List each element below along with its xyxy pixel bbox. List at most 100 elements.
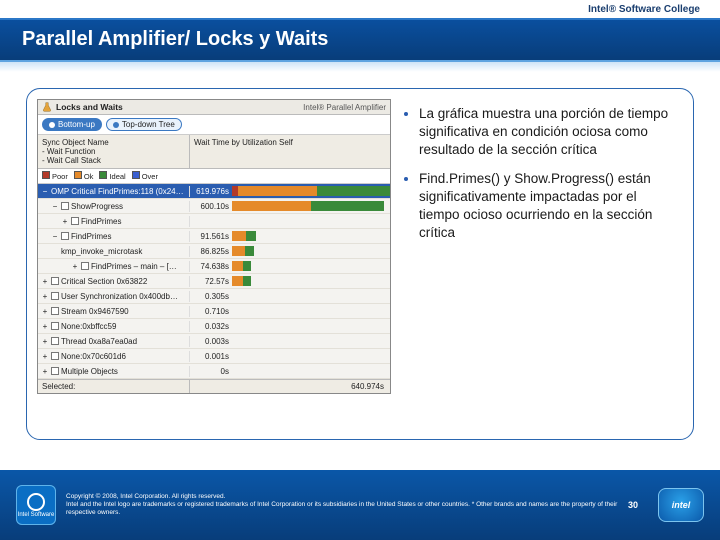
table-row[interactable]: + User Synchronization 0x400db… 0.305s [38,289,390,304]
row-label: OMP Critical FindPrimes:118 (0x24… [51,187,184,196]
table-row[interactable]: − FindPrimes 91.561s [38,229,390,244]
row-checkbox[interactable] [51,337,59,345]
legend-poor: Poor [52,172,68,181]
view-top-down[interactable]: Top-down Tree [106,118,182,131]
table-row[interactable]: + Multiple Objects 0s [38,364,390,379]
utilization-bar [232,291,390,301]
col2-header[interactable]: Wait Time by Utilization Self [190,135,390,168]
collapse-icon[interactable]: − [41,187,49,195]
bar-seg-ideal [311,201,384,211]
row-time: 0.305s [190,291,232,302]
table-row[interactable]: +FindPrimes – main – […74.638s [38,259,390,274]
table-row[interactable]: +Stream 0x94675900.710s [38,304,390,319]
row-checkbox[interactable] [61,202,69,210]
utilization-bar [232,321,390,331]
row-label: FindPrimes [71,232,111,241]
row-name: + Thread 0xa8a7ea0ad [38,336,190,347]
utilization-bar [232,186,390,196]
expand-icon[interactable]: + [41,307,49,315]
expand-icon[interactable]: + [61,217,69,225]
row-checkbox[interactable] [61,232,69,240]
row-name: + FindPrimes [38,216,190,227]
row-checkbox[interactable] [71,217,79,225]
legal-line1: Copyright © 2008, Intel Corporation. All… [66,493,618,501]
utilization-bar [232,306,390,316]
bar-seg-ok [232,201,311,211]
row-time: 86.825s [190,246,232,257]
collapse-icon[interactable]: − [51,202,59,210]
utilization-bar [232,261,390,271]
row-name: − FindPrimes [38,231,190,242]
bar-seg-ok [232,276,243,286]
panel-subtitle: Intel® Parallel Amplifier [303,103,386,112]
utilization-bar [232,351,390,361]
collapse-icon[interactable]: − [51,232,59,240]
expand-icon[interactable]: + [41,337,49,345]
expand-icon[interactable]: + [41,352,49,360]
row-checkbox[interactable] [51,352,59,360]
bar-seg-ideal [243,276,251,286]
bar-seg-ideal [245,246,254,256]
bar-seg-ideal [243,261,251,271]
legend-over: Over [142,172,158,181]
row-time: 91.561s [190,231,232,242]
expand-icon[interactable]: + [41,322,49,330]
expand-icon[interactable]: + [41,277,49,285]
flask-icon [42,102,52,112]
row-label: Thread 0xa8a7ea0ad [61,337,137,346]
expand-icon[interactable]: + [41,367,49,375]
view-switch-row: Bottom-up Top-down Tree [38,115,390,135]
view-top-down-label: Top-down Tree [122,120,175,129]
row-checkbox[interactable] [51,277,59,285]
row-label: FindPrimes [81,217,121,226]
expand-icon[interactable]: + [41,292,49,300]
table-row[interactable]: + FindPrimes [38,214,390,229]
slide-footer: Intel Software Copyright © 2008, Intel C… [0,470,720,540]
intel-software-badge: Intel Software [16,485,56,525]
table-row[interactable]: +None:0x70c601d60.001s [38,349,390,364]
bullet-2: Find.Primes() y Show.Progress() están si… [419,170,679,243]
row-label: None:0x70c601d6 [61,352,126,361]
bullets-column: La gráfica muestra una porción de tiempo… [399,99,683,429]
utilization-bar [232,336,390,346]
row-name: + User Synchronization 0x400db… [38,291,190,302]
table-row[interactable]: kmp_invoke_microtask86.825s [38,244,390,259]
row-label: ShowProgress [71,202,123,211]
row-name: − ShowProgress [38,201,190,212]
row-time: 0s [190,366,232,377]
table-row[interactable]: +None:0xbffcc590.032s [38,319,390,334]
bar-seg-ideal [317,186,390,196]
grid-footer: Selected: 640.974s [38,379,390,393]
table-row[interactable]: −ShowProgress600.10s [38,199,390,214]
bar-seg-ok [232,246,245,256]
row-label: Multiple Objects [61,367,118,376]
utilization-bar [232,216,390,226]
footer-selected-label: Selected: [38,380,190,393]
row-checkbox[interactable] [51,307,59,315]
table-row[interactable]: +Thread 0xa8a7ea0ad0.003s [38,334,390,349]
utilization-legend: Poor Ok Ideal Over [38,169,390,184]
content-card: Locks and Waits Intel® Parallel Amplifie… [26,88,694,440]
table-row[interactable]: −OMP Critical FindPrimes:118 (0x24… 619.9… [38,184,390,199]
row-name: + Multiple Objects [38,366,190,377]
view-bottom-up[interactable]: Bottom-up [42,118,102,131]
bar-seg-ok [238,186,317,196]
row-checkbox[interactable] [51,292,59,300]
row-label: Critical Section 0x63822 [61,277,147,286]
col1-header[interactable]: Sync Object Name - Wait Function - Wait … [38,135,190,168]
title-underline [0,62,720,72]
badge-ring-icon [27,493,45,511]
row-checkbox[interactable] [81,262,89,270]
utilization-bar [232,276,390,286]
amplifier-panel: Locks and Waits Intel® Parallel Amplifie… [37,99,391,394]
expand-icon[interactable]: + [71,262,79,270]
legal-line2: Intel and the Intel logo are trademarks … [66,501,618,517]
bar-seg-ideal [246,231,255,241]
row-checkbox[interactable] [51,367,59,375]
brand-tag: Intel® Software College [588,4,700,15]
row-time: 619.976s [190,186,232,197]
row-name: + Critical Section 0x63822 [38,276,190,287]
table-row[interactable]: +Critical Section 0x6382272.57s [38,274,390,289]
row-checkbox[interactable] [51,322,59,330]
row-label: User Synchronization 0x400db… [61,292,178,301]
